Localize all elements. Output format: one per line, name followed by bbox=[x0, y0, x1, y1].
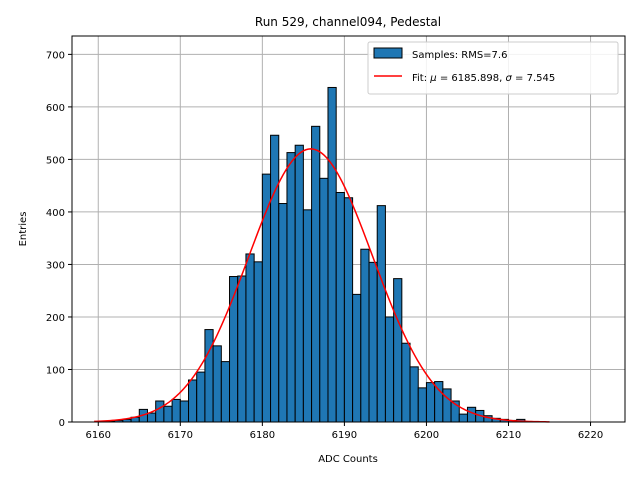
x-tick-label: 6170 bbox=[168, 430, 193, 441]
histogram-bar bbox=[311, 125, 321, 423]
chart-title: Run 529, channel094, Pedestal bbox=[255, 15, 441, 29]
histogram-bar bbox=[302, 209, 313, 423]
histogram-bar bbox=[352, 293, 362, 423]
fit-separator: , bbox=[499, 73, 505, 84]
y-tick-label: 100 bbox=[46, 365, 65, 376]
histogram-bar bbox=[319, 177, 329, 423]
legend-box bbox=[367, 41, 619, 95]
histogram-bar bbox=[220, 361, 231, 423]
histogram-bar bbox=[458, 413, 468, 423]
histogram-bar bbox=[286, 152, 296, 423]
fit-sigma-text: = bbox=[512, 73, 527, 84]
legend: Samples: RMS=7.6 Fit: μ = 6185.898, σ = … bbox=[367, 41, 619, 95]
fit-mu-text: = bbox=[437, 73, 452, 84]
histogram-bar bbox=[401, 342, 411, 423]
x-tick-label: 6190 bbox=[332, 430, 357, 441]
y-axis-label: Entries bbox=[18, 212, 29, 247]
histogram-bar bbox=[425, 382, 436, 423]
histogram-bar bbox=[245, 253, 255, 423]
y-tick-label: 0 bbox=[59, 418, 65, 429]
histogram-bar bbox=[327, 86, 337, 423]
histogram-bar bbox=[171, 398, 181, 423]
histogram-bar bbox=[368, 261, 378, 423]
legend-label-samples: Samples: RMS=7.6 bbox=[412, 50, 507, 61]
histogram-bar bbox=[204, 329, 214, 423]
histogram-bar bbox=[384, 316, 395, 423]
plot-frame bbox=[71, 35, 626, 423]
y-tick-label: 500 bbox=[46, 155, 65, 166]
legend-swatch-samples bbox=[373, 47, 403, 59]
y-tick-label: 200 bbox=[46, 313, 65, 324]
fit-sigma-value: 7.545 bbox=[527, 73, 556, 84]
histogram-bar bbox=[229, 276, 239, 423]
y-tick-label: 400 bbox=[46, 208, 65, 219]
histogram-bar bbox=[270, 134, 280, 423]
histogram-bar bbox=[163, 405, 173, 423]
legend-label-fit: Fit: μ = 6185.898, σ = 7.545 bbox=[412, 73, 555, 84]
x-tick-label: 6210 bbox=[496, 430, 521, 441]
histogram-bar bbox=[417, 387, 427, 423]
histogram-bar bbox=[188, 379, 198, 423]
y-tick-label: 300 bbox=[46, 260, 65, 271]
x-tick-label: 6200 bbox=[414, 430, 439, 441]
histogram-bar bbox=[335, 192, 345, 423]
x-tick-label: 6180 bbox=[250, 430, 275, 441]
x-axis: 6160 6170 6180 6190 6200 6210 6220 bbox=[86, 422, 603, 441]
histogram-bar bbox=[196, 371, 206, 423]
histogram-bar bbox=[393, 278, 403, 423]
histogram-bar bbox=[155, 400, 165, 423]
fit-sigma-symbol: σ bbox=[505, 73, 512, 84]
fit-mu-value: 6185.898 bbox=[451, 73, 499, 84]
histogram-bar bbox=[179, 400, 190, 423]
histogram-bar bbox=[466, 406, 477, 423]
histogram-bar bbox=[253, 261, 263, 423]
histogram-bar bbox=[360, 248, 370, 423]
fit-curve bbox=[94, 148, 550, 423]
histogram-bar bbox=[278, 203, 288, 423]
histogram-bar bbox=[237, 275, 247, 423]
y-axis: 0 100 200 300 400 500 600 700 bbox=[46, 50, 72, 429]
fit-mu-symbol: μ bbox=[429, 73, 436, 84]
x-axis-label: ADC Counts bbox=[318, 454, 378, 465]
y-tick-label: 700 bbox=[46, 50, 65, 61]
histogram-bar bbox=[376, 205, 386, 423]
histogram-bar bbox=[294, 144, 304, 423]
x-tick-label: 6160 bbox=[86, 430, 111, 441]
x-tick-label: 6220 bbox=[578, 430, 603, 441]
histogram-bar bbox=[343, 197, 354, 423]
histogram-bar bbox=[212, 345, 222, 423]
histogram-bar bbox=[442, 388, 452, 423]
histogram-bar bbox=[146, 412, 157, 423]
fit-label-prefix: Fit: bbox=[412, 73, 430, 84]
fit-group bbox=[94, 148, 550, 423]
y-tick-label: 600 bbox=[46, 103, 65, 114]
histogram-bar bbox=[409, 366, 419, 423]
